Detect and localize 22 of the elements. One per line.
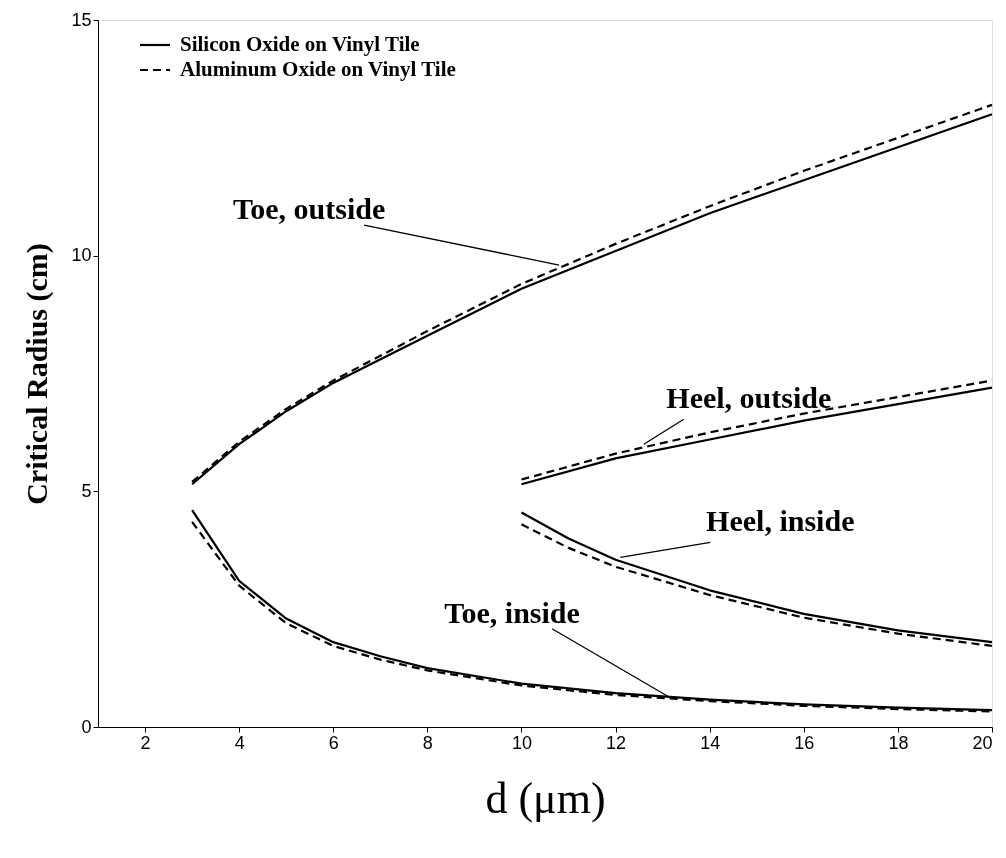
y-tick-label: 0 bbox=[81, 716, 92, 737]
x-tick-label: 8 bbox=[422, 732, 433, 753]
annotation: Toe, inside bbox=[444, 595, 580, 629]
x-tick-label: 12 bbox=[606, 732, 627, 753]
x-tick-label: 20 bbox=[972, 732, 993, 753]
x-tick-label: 18 bbox=[888, 732, 909, 753]
y-tick-label: 15 bbox=[71, 9, 92, 30]
x-tick-label: 16 bbox=[794, 732, 815, 753]
x-tick-label: 6 bbox=[328, 732, 339, 753]
legend-label: Silicon Oxide on Vinyl Tile bbox=[180, 32, 420, 56]
y-tick-label: 5 bbox=[81, 480, 92, 501]
x-tick-label: 2 bbox=[140, 732, 151, 753]
annotation: Heel, inside bbox=[706, 504, 855, 538]
annotation: Toe, outside bbox=[232, 192, 386, 226]
x-axis-title: d (μm) bbox=[485, 773, 606, 823]
annotation: Heel, outside bbox=[666, 381, 832, 415]
x-tick-label: 10 bbox=[511, 732, 532, 753]
x-tick-label: 14 bbox=[700, 732, 721, 753]
x-tick-label: 4 bbox=[234, 732, 245, 753]
y-axis-title: Critical Radius (cm) bbox=[20, 243, 55, 505]
y-tick-label: 10 bbox=[71, 245, 92, 266]
legend-label: Aluminum Oxide on Vinyl Tile bbox=[180, 57, 456, 81]
